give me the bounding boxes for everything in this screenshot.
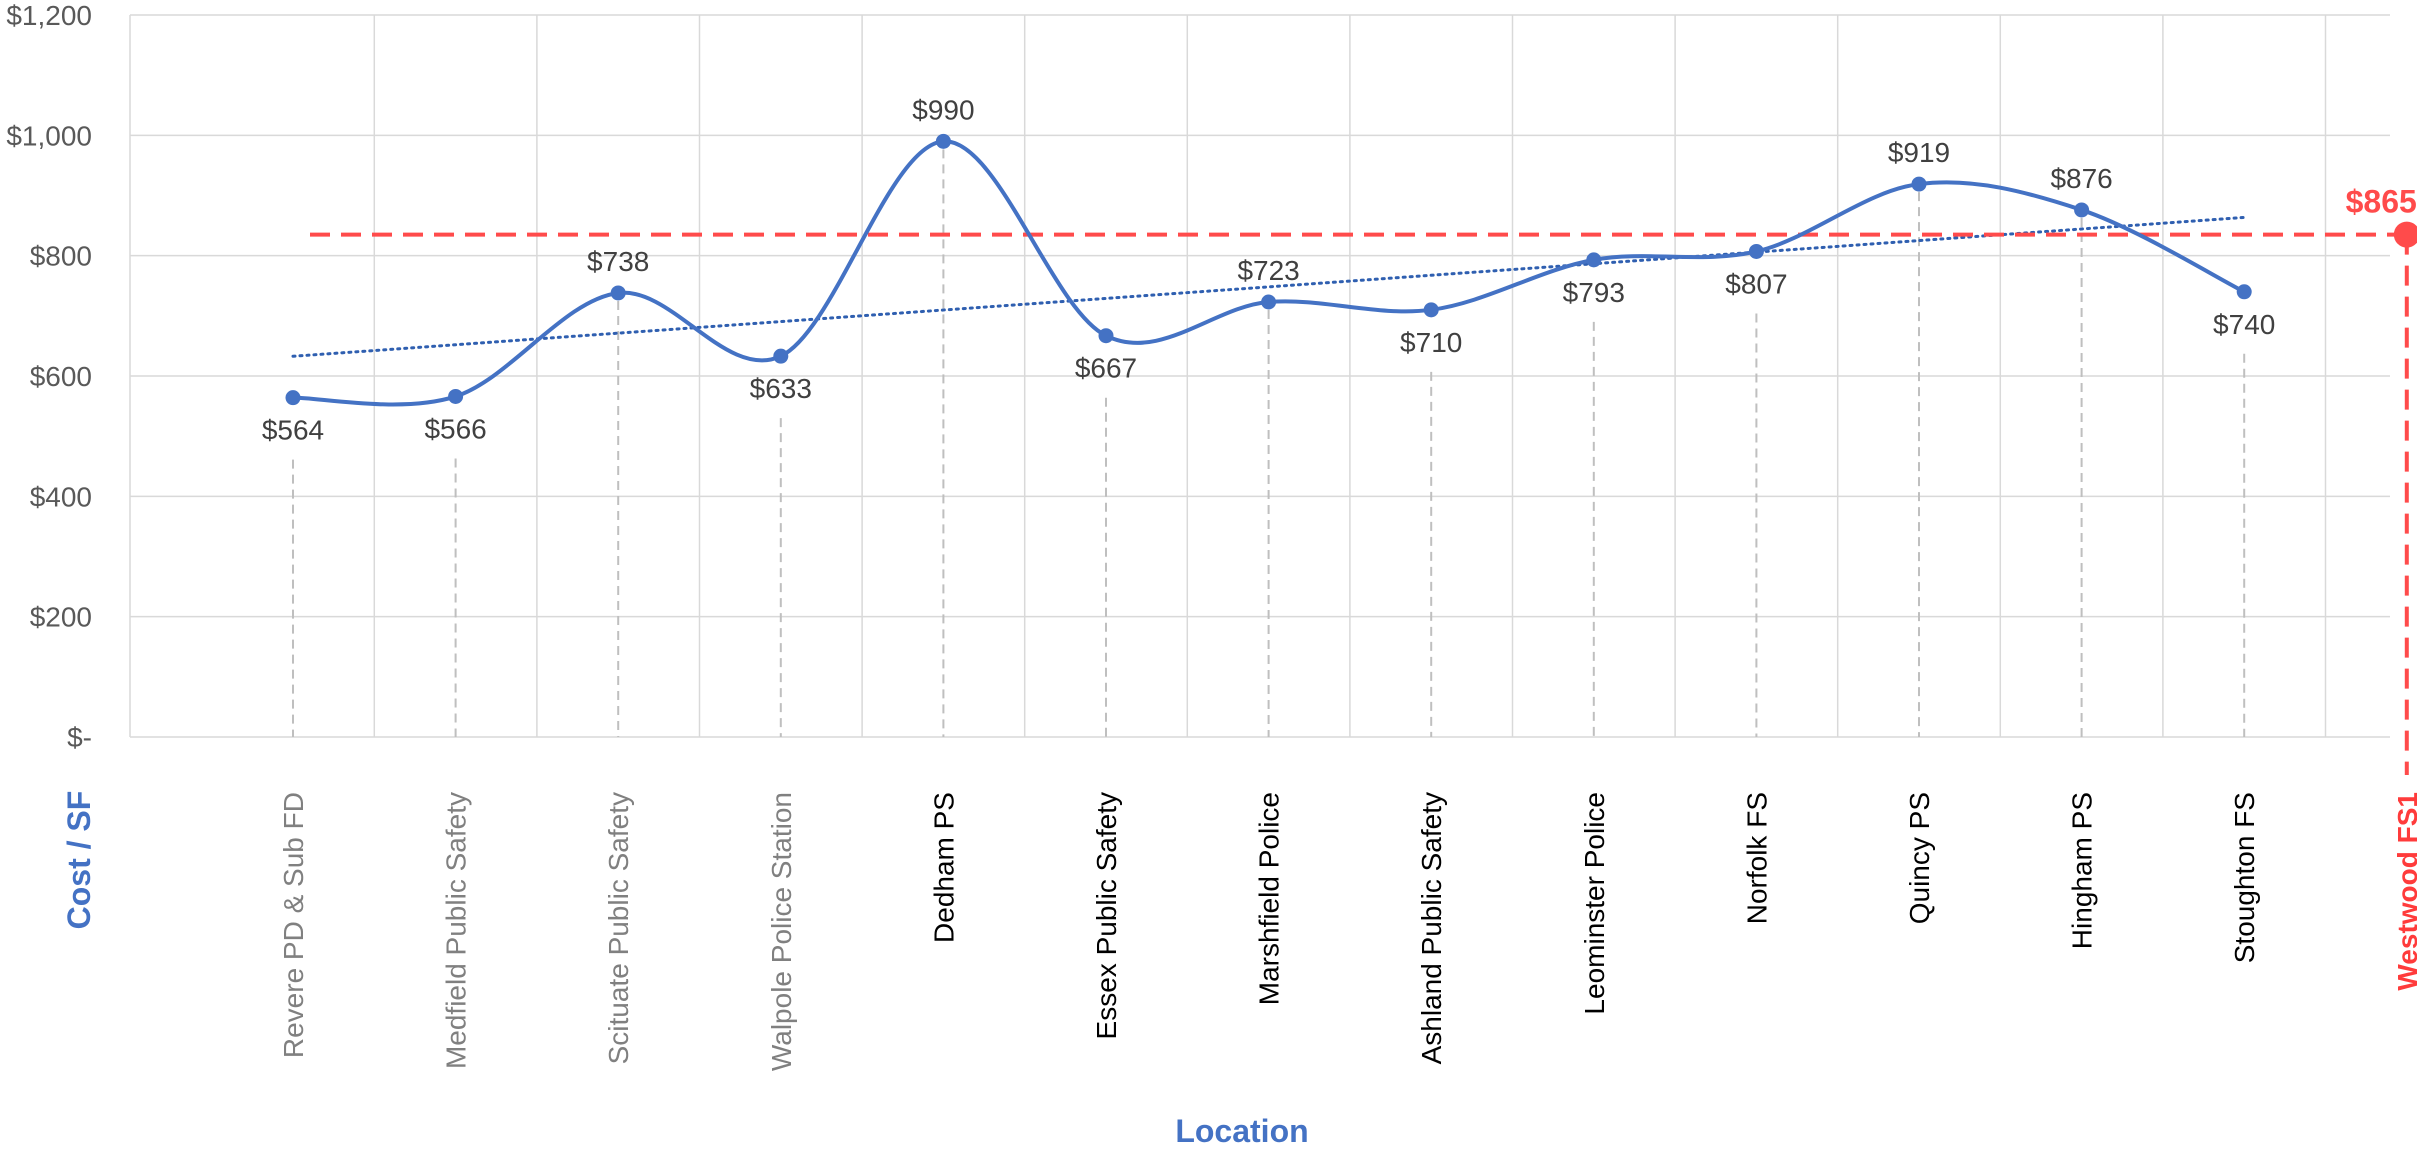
- x-tick-label: Medfield Public Safety: [441, 792, 472, 1069]
- data-label: $633: [750, 373, 812, 404]
- y-tick-label: $400: [30, 481, 92, 512]
- y-tick-label: $200: [30, 602, 92, 633]
- data-point: [773, 348, 789, 364]
- data-point: [1423, 302, 1439, 318]
- x-tick-labels: Revere PD & Sub FD Medfield Public Safety…: [278, 792, 2417, 1071]
- data-label: $566: [424, 413, 486, 444]
- data-label: $723: [1237, 255, 1299, 286]
- data-label: $740: [2213, 309, 2275, 340]
- data-point: [1748, 243, 1764, 259]
- y-tick-label: $-: [67, 722, 92, 753]
- data-point: [1261, 294, 1277, 310]
- y-axis-title: Cost / SF: [61, 791, 97, 930]
- data-label: $876: [2050, 163, 2112, 194]
- points-group: [285, 133, 2252, 406]
- x-tick-label: Walpole Police Station: [766, 792, 797, 1071]
- x-tick-label: Westwood FS1: [2392, 792, 2417, 991]
- data-label: $667: [1075, 353, 1137, 384]
- x-tick-label: Dedham PS: [928, 792, 959, 943]
- data-point: [935, 133, 951, 149]
- data-point: [1098, 328, 1114, 344]
- data-point: [610, 285, 626, 301]
- data-label: $990: [912, 94, 974, 125]
- gridlines: [129, 14, 2390, 738]
- data-point: [1586, 252, 1602, 268]
- trendline-group: [291, 215, 2246, 358]
- data-labels: $564 $566 $738 $633 $990 $667 $723 $710 $793 $807…: [262, 94, 2275, 445]
- data-point: [285, 390, 301, 406]
- reference-group: $865: [310, 184, 2417, 775]
- y-tick-label: $800: [30, 241, 92, 272]
- x-tick-label: Revere PD & Sub FD: [278, 792, 309, 1058]
- x-tick-label: Ashland Public Safety: [1416, 792, 1447, 1064]
- x-tick-label: Quincy PS: [1904, 792, 1935, 924]
- trendline: [291, 215, 2246, 358]
- data-point: [2236, 284, 2252, 300]
- x-tick-label: Hingham PS: [2067, 792, 2098, 949]
- x-tick-label: Scituate Public Safety: [603, 792, 634, 1064]
- drop-lines: [292, 149, 2246, 737]
- x-tick-label: Essex Public Safety: [1091, 792, 1122, 1039]
- x-tick-label: Norfolk FS: [1741, 792, 1772, 924]
- y-tick-label: $1,000: [6, 120, 92, 151]
- x-tick-label: Marshfield Police: [1254, 792, 1285, 1005]
- y-tick-label: $600: [30, 361, 92, 392]
- data-label: $710: [1400, 327, 1462, 358]
- data-point: [1911, 176, 1927, 192]
- y-tick-labels: $- $200 $400 $600 $800 $1,000 $1,200: [6, 0, 92, 753]
- y-tick-label: $1,200: [6, 0, 92, 31]
- x-tick-label: Stoughton FS: [2229, 792, 2260, 963]
- x-tick-label: Leominster Police: [1579, 792, 1610, 1015]
- data-label: $919: [1888, 137, 1950, 168]
- data-label: $793: [1563, 277, 1625, 308]
- data-label: $738: [587, 246, 649, 277]
- reference-point: [2393, 221, 2417, 248]
- data-point: [448, 388, 464, 404]
- data-point: [2074, 202, 2090, 218]
- x-axis-title: Location: [1175, 1113, 1308, 1149]
- reference-label: $865: [2346, 184, 2417, 220]
- data-label: $564: [262, 415, 324, 446]
- data-label: $807: [1725, 268, 1787, 299]
